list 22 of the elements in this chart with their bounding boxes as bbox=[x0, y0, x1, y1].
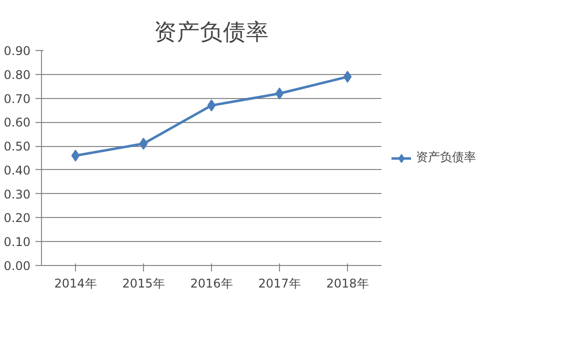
x-tick-label: 2014年 bbox=[54, 276, 97, 290]
x-tick-label: 2015年 bbox=[122, 276, 165, 290]
y-tick-label: 0.30 bbox=[4, 187, 30, 202]
x-tick-label: 2018年 bbox=[326, 276, 369, 290]
point bbox=[275, 88, 284, 100]
x-tick-label: 2016年 bbox=[190, 276, 233, 290]
y-tick-label: 0.90 bbox=[4, 44, 30, 58]
point bbox=[139, 138, 148, 150]
legend-label: 资产负债率 bbox=[416, 149, 476, 166]
point bbox=[207, 99, 216, 112]
y-tick-label: 0.20 bbox=[4, 211, 30, 226]
chart-title: 资产负债率 bbox=[154, 20, 269, 46]
point bbox=[71, 150, 80, 162]
x-tick-label: 2017年 bbox=[258, 276, 301, 290]
y-tick-label: 0.70 bbox=[4, 92, 30, 106]
y-tick-label: 0.50 bbox=[4, 140, 30, 154]
y-tick-label: 0.80 bbox=[4, 68, 30, 82]
y-tick-label: 0.40 bbox=[4, 163, 30, 178]
y-tick-label: 0.00 bbox=[4, 259, 30, 273]
y-tick-label: 0.10 bbox=[4, 235, 30, 250]
point bbox=[343, 70, 352, 83]
y-tick-label: 0.60 bbox=[4, 116, 30, 130]
